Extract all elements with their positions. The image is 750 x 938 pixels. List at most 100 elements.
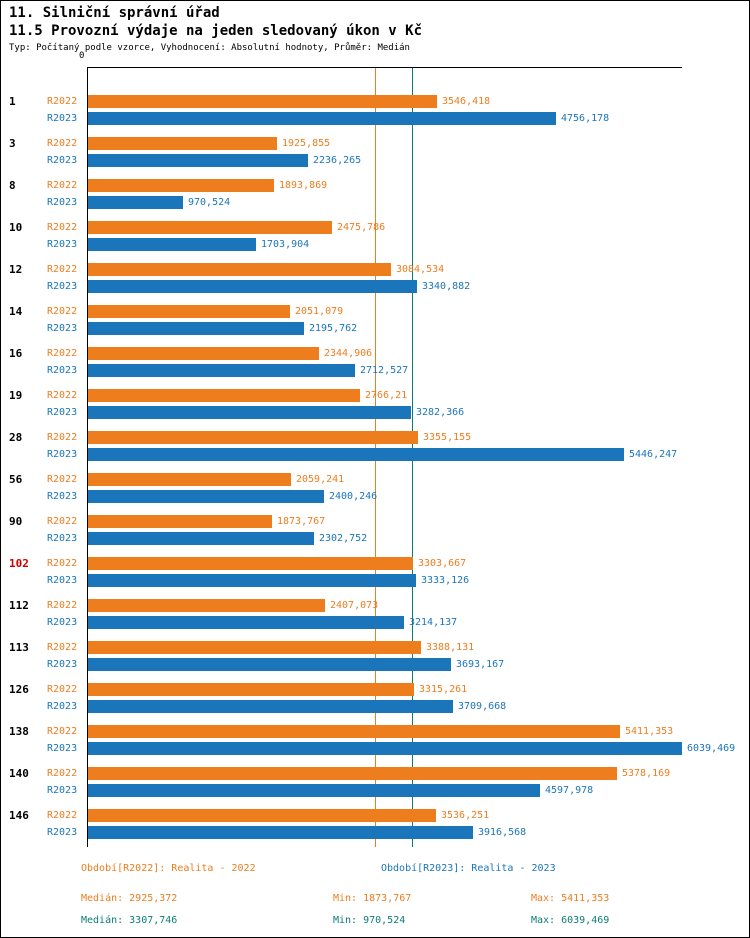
bar-r2022 xyxy=(88,767,617,780)
series-row-label: R2023 xyxy=(47,113,78,124)
stat-r2022-max: Max: 5411,353 xyxy=(531,893,610,904)
series-row-label: R2022 xyxy=(47,684,78,695)
value-label: 2059,241 xyxy=(296,474,345,485)
category-label: 112 xyxy=(9,599,29,612)
value-label: 2475,786 xyxy=(337,222,386,233)
category-label: 113 xyxy=(9,641,29,654)
value-label: 4597,978 xyxy=(545,785,594,796)
bar-r2023 xyxy=(88,280,417,293)
series-row-label: R2023 xyxy=(47,407,78,418)
series-row-label: R2023 xyxy=(47,617,78,628)
value-label: 3282,366 xyxy=(416,407,465,418)
stat-r2023-min: Min: 970,524 xyxy=(333,915,406,926)
bar-r2022 xyxy=(88,683,414,696)
bar-r2023 xyxy=(88,112,556,125)
series-row-label: R2023 xyxy=(47,197,78,208)
value-label: 4756,178 xyxy=(561,113,610,124)
stat-r2023-max: Max: 6039,469 xyxy=(531,915,610,926)
series-row-label: R2022 xyxy=(47,474,78,485)
series-row-label: R2022 xyxy=(47,348,78,359)
value-label: 5446,247 xyxy=(629,449,678,460)
series-row-label: R2023 xyxy=(47,533,78,544)
category-label: 10 xyxy=(9,221,23,234)
bar-r2022 xyxy=(88,557,413,570)
value-label: 3303,667 xyxy=(418,558,467,569)
bar-r2023 xyxy=(88,406,411,419)
bar-r2022 xyxy=(88,599,325,612)
bar-r2022 xyxy=(88,95,437,108)
series-row-label: R2022 xyxy=(47,810,78,821)
category-label: 3 xyxy=(9,137,16,150)
series-row-label: R2022 xyxy=(47,516,78,527)
stat-r2023-median: Medián: 3307,746 xyxy=(81,915,178,926)
value-label: 2712,527 xyxy=(360,365,409,376)
bar-r2022 xyxy=(88,305,290,318)
category-label: 140 xyxy=(9,767,29,780)
bar-r2022 xyxy=(88,431,418,444)
series-row-label: R2022 xyxy=(47,726,78,737)
bar-r2023 xyxy=(88,784,540,797)
series-row-label: R2022 xyxy=(47,768,78,779)
category-label: 12 xyxy=(9,263,23,276)
bar-r2022 xyxy=(88,725,620,738)
value-label: 2236,265 xyxy=(313,155,362,166)
category-label: 28 xyxy=(9,431,23,444)
value-label: 3709,668 xyxy=(458,701,507,712)
bar-r2023 xyxy=(88,742,682,755)
series-row-label: R2023 xyxy=(47,449,78,460)
series-row-label: R2023 xyxy=(47,827,78,838)
bar-r2023 xyxy=(88,196,183,209)
axis-top-line xyxy=(87,67,682,68)
value-label: 6039,469 xyxy=(687,743,736,754)
bar-r2023 xyxy=(88,700,453,713)
series-row-label: R2023 xyxy=(47,365,78,376)
category-label: 146 xyxy=(9,809,29,822)
axis-zero-label: 0 xyxy=(79,51,85,61)
bar-r2022 xyxy=(88,137,277,150)
category-label: 16 xyxy=(9,347,23,360)
value-label: 2344,906 xyxy=(324,348,373,359)
value-label: 3546,418 xyxy=(442,96,491,107)
value-label: 2407,073 xyxy=(330,600,379,611)
series-row-label: R2023 xyxy=(47,701,78,712)
bar-r2023 xyxy=(88,238,256,251)
series-row-label: R2022 xyxy=(47,432,78,443)
series-row-label: R2022 xyxy=(47,390,78,401)
bar-r2022 xyxy=(88,263,391,276)
bar-r2023 xyxy=(88,616,404,629)
category-label: 19 xyxy=(9,389,23,402)
value-label: 3355,155 xyxy=(423,432,472,443)
bar-r2022 xyxy=(88,473,291,486)
series-row-label: R2023 xyxy=(47,743,78,754)
legend-r2023: Období[R2023]: Realita - 2023 xyxy=(381,863,556,874)
value-label: 5378,169 xyxy=(622,768,671,779)
bar-r2022 xyxy=(88,809,436,822)
value-label: 2195,762 xyxy=(309,323,358,334)
series-row-label: R2022 xyxy=(47,180,78,191)
bar-r2023 xyxy=(88,532,314,545)
legend-r2022: Období[R2022]: Realita - 2022 xyxy=(81,863,256,874)
value-label: 2051,079 xyxy=(295,306,344,317)
series-row-label: R2022 xyxy=(47,96,78,107)
value-label: 3340,882 xyxy=(422,281,471,292)
series-row-label: R2022 xyxy=(47,642,78,653)
chart-meta: Typ: Počítaný podle vzorce, Vyhodnocení:… xyxy=(9,43,410,53)
category-label: 8 xyxy=(9,179,16,192)
bar-r2022 xyxy=(88,179,274,192)
category-label: 14 xyxy=(9,305,23,318)
bar-r2023 xyxy=(88,490,324,503)
bar-r2023 xyxy=(88,574,416,587)
series-row-label: R2023 xyxy=(47,575,78,586)
stat-r2022-median: Medián: 2925,372 xyxy=(81,893,178,904)
value-label: 3214,137 xyxy=(409,617,458,628)
bar-r2023 xyxy=(88,322,304,335)
category-label: 138 xyxy=(9,725,29,738)
value-label: 3333,126 xyxy=(421,575,470,586)
category-label: 90 xyxy=(9,515,23,528)
bar-r2022 xyxy=(88,389,360,402)
category-label: 56 xyxy=(9,473,23,486)
value-label: 3693,167 xyxy=(456,659,505,670)
value-label: 3388,131 xyxy=(426,642,475,653)
series-row-label: R2023 xyxy=(47,785,78,796)
series-row-label: R2022 xyxy=(47,222,78,233)
